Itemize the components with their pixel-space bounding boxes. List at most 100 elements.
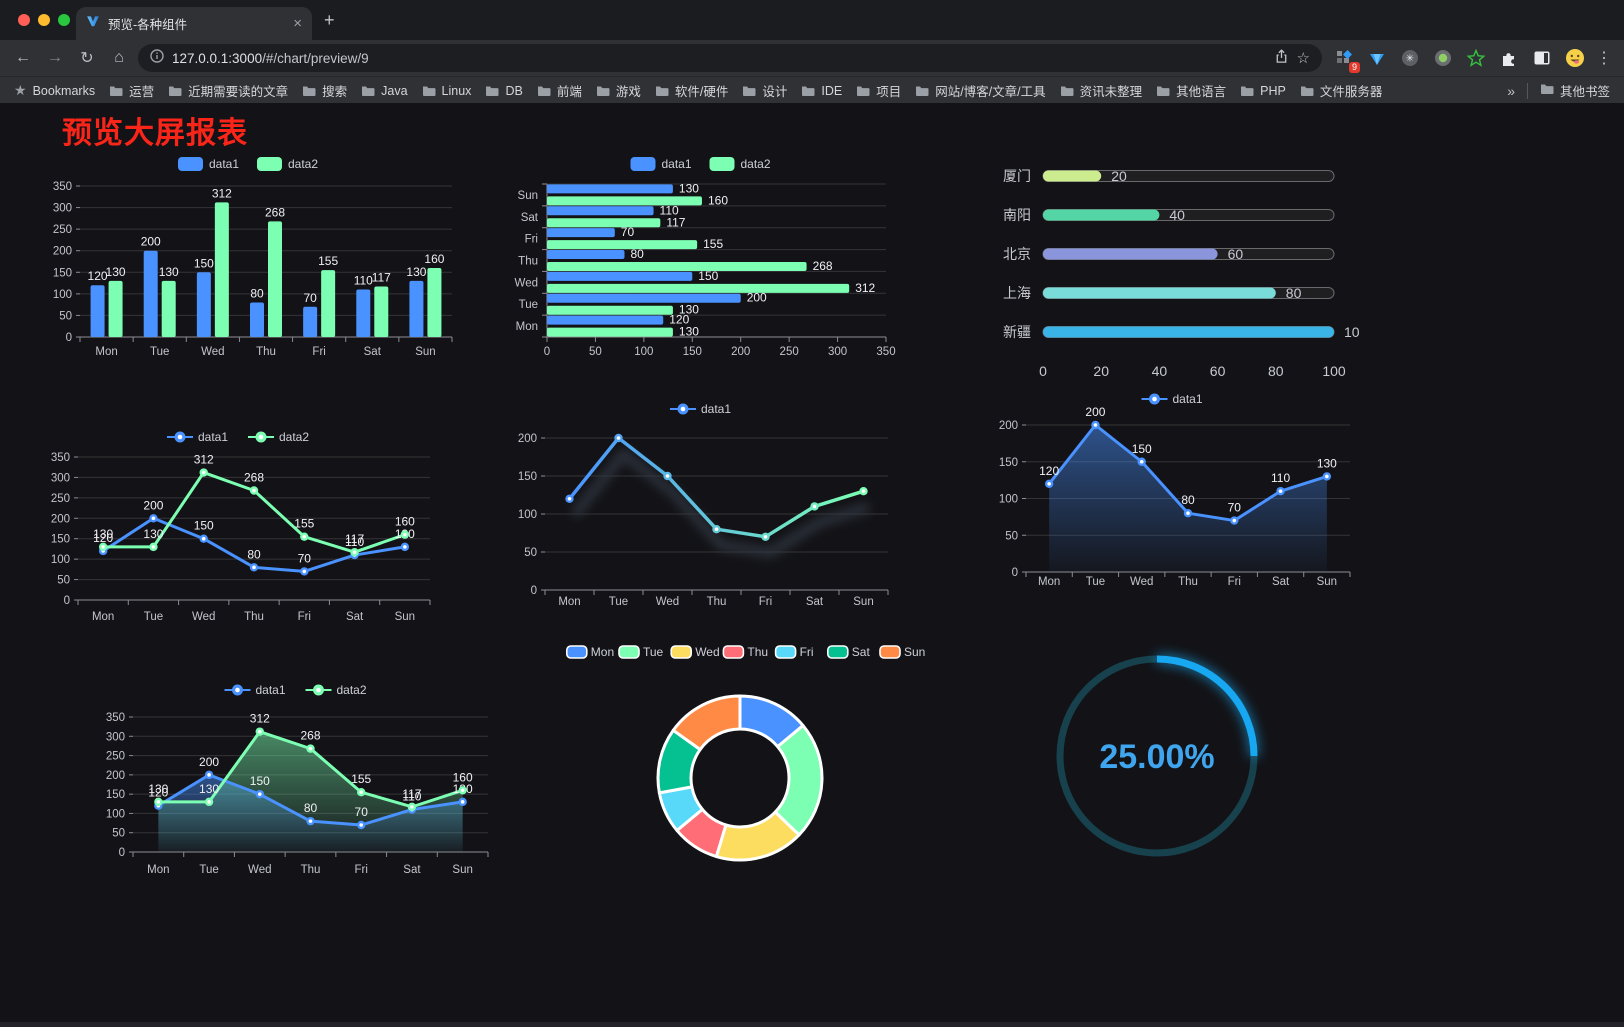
sidebar-toggle-icon[interactable]: [1530, 46, 1554, 70]
svg-text:Sun: Sun: [904, 645, 925, 659]
chart-area-two-series[interactable]: 0 50 100 150 200 250 300 350 Mon Tue Wed Thu Fri Sat S…: [95, 673, 500, 888]
extension-gem-icon[interactable]: [1365, 46, 1389, 70]
browser-tab[interactable]: 预览-各种组件 ×: [76, 7, 312, 40]
svg-text:200: 200: [143, 498, 163, 512]
svg-text:160: 160: [424, 252, 444, 266]
svg-text:Wed: Wed: [695, 645, 719, 659]
svg-text:厦门: 厦门: [1003, 168, 1031, 184]
bookmark-folder[interactable]: DB: [485, 84, 523, 98]
svg-text:80: 80: [304, 801, 318, 815]
chart-gauge[interactable]: 25.00%: [1040, 640, 1275, 875]
bookmark-folder[interactable]: 软件/硬件: [655, 81, 728, 100]
bookmark-folder[interactable]: 设计: [742, 81, 787, 100]
svg-text:Sat: Sat: [403, 864, 421, 876]
svg-text:100: 100: [106, 808, 125, 820]
minimize-window-button[interactable]: [38, 14, 50, 26]
svg-text:155: 155: [351, 772, 371, 786]
chart-progress-bars[interactable]: 厦门 20 南阳 40 北京 60 上海 80 新疆 100 0 20 40 60 80 100: [985, 150, 1368, 390]
bookmark-folder[interactable]: 运营: [109, 81, 154, 100]
svg-text:70: 70: [298, 551, 312, 565]
forward-icon[interactable]: →: [47, 49, 63, 66]
svg-text:data2: data2: [279, 430, 309, 444]
svg-text:150: 150: [999, 457, 1018, 469]
bookmark-folder[interactable]: 游戏: [596, 81, 641, 100]
menu-kebab-icon[interactable]: ⋮: [1596, 50, 1612, 67]
svg-text:100: 100: [1322, 363, 1346, 379]
svg-text:Thu: Thu: [518, 256, 538, 268]
bookmark-star-icon[interactable]: ☆: [1296, 50, 1310, 67]
svg-text:data1: data1: [662, 157, 692, 171]
extension-record-icon[interactable]: [1431, 46, 1455, 70]
share-icon[interactable]: [1274, 48, 1289, 68]
svg-text:200: 200: [199, 755, 219, 769]
bookmark-folder[interactable]: 其他语言: [1156, 81, 1226, 100]
chart-area-single[interactable]: 0 50 100 150 200 Mon Tue Wed Thu Fri Sat Sun 120 200 1…: [988, 388, 1360, 598]
svg-text:0: 0: [119, 847, 125, 859]
svg-text:北京: 北京: [1003, 246, 1031, 262]
svg-text:268: 268: [300, 729, 320, 743]
svg-text:200: 200: [106, 770, 125, 782]
chart-grouped-bar[interactable]: 0 50 100 150 200 250 300 350 Mon Tue Wed Thu Fri Sat S…: [40, 150, 460, 365]
svg-text:Wed: Wed: [192, 611, 215, 623]
home-icon[interactable]: ⌂: [114, 49, 124, 66]
svg-text:70: 70: [355, 805, 369, 819]
address-bar[interactable]: 127.0.0.1:3000/#/chart/preview/9 ☆: [138, 44, 1322, 72]
svg-text:Wed: Wed: [515, 277, 538, 289]
bookmarks-manager[interactable]: ★ Bookmarks: [14, 82, 95, 99]
bookmark-folder[interactable]: 项目: [856, 81, 901, 100]
svg-text:Fri: Fri: [355, 864, 368, 876]
svg-text:150: 150: [51, 534, 70, 546]
extension-metrics-icon[interactable]: 9: [1332, 46, 1360, 73]
svg-text:70: 70: [1228, 501, 1242, 515]
tab-close-icon[interactable]: ×: [293, 15, 302, 32]
bookmark-folder[interactable]: 近期需要读的文章: [168, 81, 288, 100]
new-tab-button[interactable]: +: [324, 10, 335, 30]
svg-text:150: 150: [683, 346, 702, 358]
bookmark-folder[interactable]: PHP: [1240, 84, 1286, 98]
bookmark-folder[interactable]: 资讯未整理: [1060, 81, 1142, 100]
zoom-window-button[interactable]: [58, 14, 70, 26]
profile-avatar-emoji[interactable]: [1563, 46, 1587, 70]
svg-text:70: 70: [303, 291, 317, 305]
back-icon[interactable]: ←: [15, 49, 31, 66]
extensions-puzzle-icon[interactable]: [1497, 46, 1521, 70]
svg-text:150: 150: [53, 267, 72, 279]
other-bookmarks[interactable]: 其他书签: [1540, 81, 1610, 100]
bookmarks-overflow-chevron[interactable]: »: [1507, 82, 1515, 99]
bookmark-folder[interactable]: 搜索: [302, 81, 347, 100]
svg-text:160: 160: [708, 193, 728, 207]
bookmark-folder[interactable]: 前端: [537, 81, 582, 100]
bookmark-folder[interactable]: 网站/博客/文章/工具: [915, 81, 1046, 100]
svg-text:100: 100: [518, 509, 537, 521]
svg-text:120: 120: [88, 269, 108, 283]
chart-line-two-series[interactable]: 0 50 100 150 200 250 300 350 Mon Tue Wed Thu Fri Sat S…: [40, 425, 440, 637]
svg-text:70: 70: [621, 225, 635, 239]
svg-text:Sat: Sat: [346, 611, 364, 623]
svg-text:20: 20: [1093, 363, 1109, 379]
svg-text:150: 150: [250, 774, 270, 788]
svg-text:南阳: 南阳: [1003, 207, 1031, 223]
extension-star-icon[interactable]: [1464, 46, 1488, 70]
svg-text:Sat: Sat: [1272, 576, 1290, 588]
svg-text:data2: data2: [741, 157, 771, 171]
svg-text:300: 300: [51, 472, 70, 484]
bookmark-folder[interactable]: 文件服务器: [1300, 81, 1382, 100]
chart-line-gradient[interactable]: 0 50 100 150 200 Mon Tue Wed Thu Fri Sat Sun data1: [505, 398, 900, 616]
svg-text:Mon: Mon: [92, 611, 114, 623]
svg-text:110: 110: [660, 203, 679, 217]
svg-text:130: 130: [199, 782, 219, 796]
page-title: 预览大屏报表: [62, 117, 248, 150]
chart-horizontal-bar[interactable]: 0 50 100 150 200 250 300 350 Sun 130 160 Sat 110 117 F…: [505, 150, 900, 365]
reload-icon[interactable]: ↻: [80, 50, 94, 67]
svg-text:150: 150: [194, 519, 214, 533]
close-window-button[interactable]: [18, 14, 30, 26]
bookmarks-bar: ★ Bookmarks 运营 近期需要读的文章 搜索 Java Linux DB 前端 游戏软…: [0, 76, 1624, 104]
chart-donut[interactable]: Mon Tue Wed Thu Fri Sat Sun: [545, 638, 945, 883]
bookmark-folder[interactable]: Linux: [422, 84, 471, 98]
bookmarks-label: Bookmarks: [32, 83, 96, 98]
extension-asterisk-icon[interactable]: ✳: [1398, 46, 1422, 70]
svg-text:160: 160: [453, 770, 473, 784]
bookmark-folder[interactable]: Java: [361, 84, 408, 98]
site-info-icon[interactable]: [150, 48, 164, 68]
bookmark-folder[interactable]: IDE: [801, 84, 842, 98]
